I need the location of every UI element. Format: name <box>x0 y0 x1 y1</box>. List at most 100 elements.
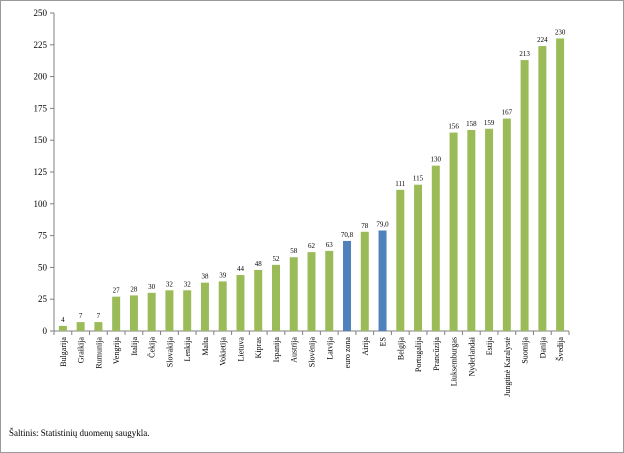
category-label: Estija <box>485 337 494 356</box>
data-label: 32 <box>184 280 192 288</box>
y-tick-label: 100 <box>34 199 48 209</box>
data-label: 58 <box>290 247 298 255</box>
category-label: Suomija <box>521 337 530 364</box>
category-label: Nyderlandai <box>467 336 476 376</box>
category-label: Ispanija <box>272 337 281 363</box>
bar <box>414 184 423 331</box>
data-label: 32 <box>166 280 174 288</box>
data-label: 27 <box>113 287 121 295</box>
data-label: 30 <box>148 283 156 291</box>
data-label: 52 <box>272 255 280 263</box>
data-label: 7 <box>79 312 83 320</box>
data-label: 48 <box>255 260 263 268</box>
y-tick-label: 150 <box>34 135 48 145</box>
category-label: Vengrija <box>112 337 121 365</box>
y-tick-label: 200 <box>34 72 48 82</box>
bar <box>254 269 263 331</box>
bar <box>431 165 440 331</box>
data-label: 115 <box>413 175 424 183</box>
category-label: Italija <box>130 337 139 356</box>
category-label: Belgija <box>396 337 405 361</box>
y-tick-label: 125 <box>34 167 48 177</box>
bar <box>360 231 369 331</box>
bar <box>94 322 103 331</box>
data-label: 70,8 <box>341 231 354 239</box>
bar <box>236 275 245 331</box>
data-label: 159 <box>484 119 495 127</box>
category-label: Austrija <box>290 337 299 363</box>
y-tick-label: 0 <box>43 326 48 336</box>
bar <box>556 38 565 331</box>
data-label: 111 <box>395 180 405 188</box>
bar <box>325 250 334 331</box>
bar <box>485 128 494 331</box>
bar <box>538 46 547 332</box>
category-label: Kipras <box>254 337 263 358</box>
bar <box>112 296 121 331</box>
bar <box>218 281 227 331</box>
y-tick-label: 225 <box>34 40 48 50</box>
y-tick-label: 250 <box>34 8 48 18</box>
data-label: 158 <box>466 120 477 128</box>
bar <box>200 282 209 331</box>
category-label: Graikija <box>77 337 86 364</box>
bar <box>165 290 174 331</box>
data-label: 213 <box>519 50 530 58</box>
category-label: Slovakija <box>165 337 174 368</box>
bar <box>271 264 280 331</box>
data-label: 62 <box>308 242 316 250</box>
data-label: 224 <box>537 36 548 44</box>
bar <box>378 230 387 331</box>
bar <box>183 290 192 331</box>
bar <box>147 292 156 331</box>
category-label: Švedija <box>556 337 565 361</box>
data-label: 39 <box>219 271 227 279</box>
data-label: 130 <box>431 156 442 164</box>
data-label: 7 <box>97 312 101 320</box>
y-tick-label: 175 <box>34 103 48 113</box>
data-label: 44 <box>237 265 245 273</box>
category-label: Lietuva <box>236 337 245 362</box>
bar <box>289 257 298 331</box>
data-label: 230 <box>555 28 566 36</box>
source-note: Šaltinis: Statistinių duomenų saugykla. <box>9 428 150 438</box>
category-label: Prancūzija <box>432 337 441 371</box>
category-label: Rumunija <box>94 337 103 369</box>
y-tick-label: 75 <box>38 231 48 241</box>
category-label: Liuksemburgas <box>450 337 459 386</box>
bar <box>129 295 138 331</box>
bar <box>467 130 476 331</box>
bar <box>343 240 352 331</box>
y-tick-label: 50 <box>38 262 48 272</box>
category-label: euro zona <box>343 337 352 369</box>
category-label: Čekija <box>147 337 157 358</box>
category-label: ES <box>379 337 388 346</box>
bar <box>502 118 511 332</box>
category-label: Lenkija <box>183 337 192 362</box>
data-label: 4 <box>61 316 65 324</box>
bar <box>307 252 316 331</box>
category-label: Danija <box>538 337 547 359</box>
bar <box>449 132 458 331</box>
bar <box>520 60 529 332</box>
category-label: Jungtinė Karalystė <box>503 337 512 397</box>
bar <box>396 189 405 331</box>
data-label: 38 <box>201 273 209 281</box>
data-label: 78 <box>361 222 369 230</box>
category-label: Malta <box>201 337 210 356</box>
category-label: Airija <box>361 337 370 356</box>
data-label: 156 <box>448 123 459 131</box>
category-label: Portugalija <box>414 337 423 373</box>
data-label: 63 <box>326 241 334 249</box>
y-tick-label: 25 <box>38 294 48 304</box>
category-label: Vokietija <box>219 337 228 366</box>
category-label: Slovėnija <box>308 337 317 368</box>
data-label: 28 <box>130 285 138 293</box>
bar <box>58 325 67 331</box>
data-label: 167 <box>502 109 513 117</box>
category-label: Bulgarija <box>59 337 68 367</box>
category-label: Latvija <box>325 337 334 360</box>
data-label: 79,0 <box>376 221 389 229</box>
